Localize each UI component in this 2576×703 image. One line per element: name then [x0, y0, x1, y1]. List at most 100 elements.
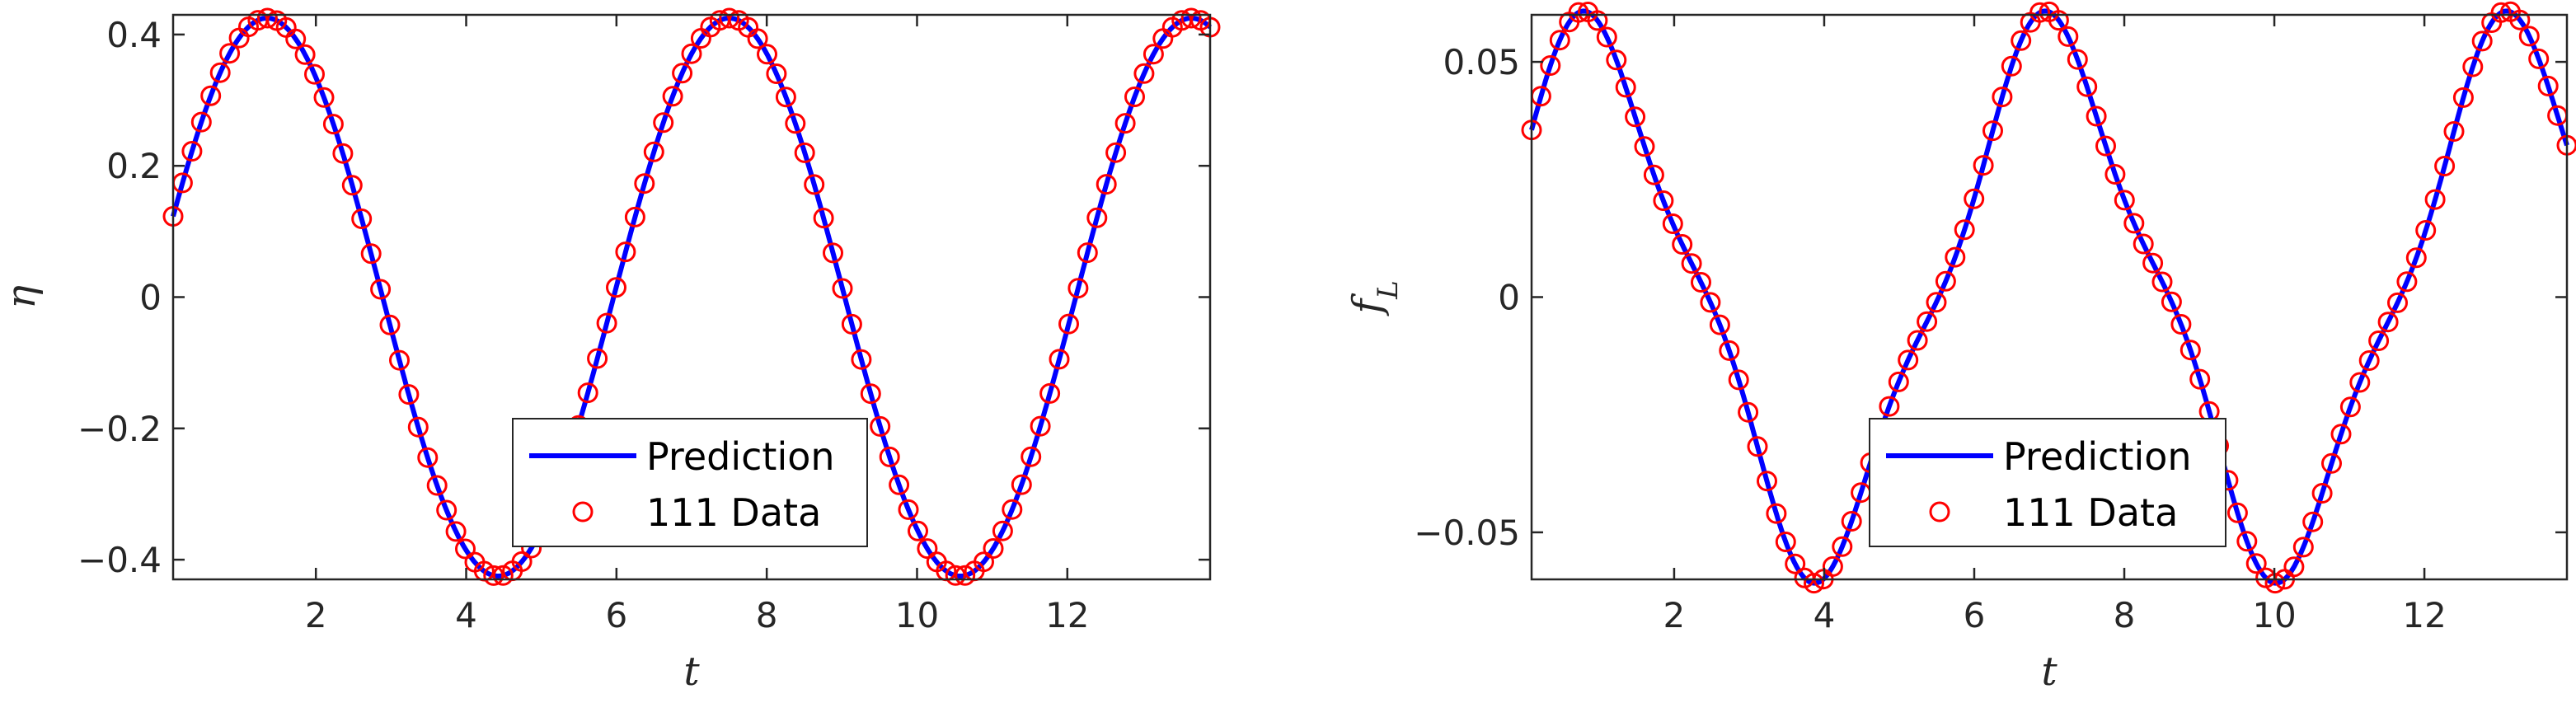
lift-data-point	[2236, 531, 2258, 552]
lift-data-point	[1766, 503, 1787, 524]
lift-data-point	[2377, 312, 2399, 333]
lift-force-chart: 2 4 6 8 10 12 −0.05 0 0.05 t fL Prediction 111 D…	[1344, 1, 2576, 695]
lift-data-point	[1841, 511, 1862, 532]
eta-data-point	[917, 538, 938, 560]
lift-data-point	[2339, 396, 2361, 418]
eta-data-point	[757, 44, 777, 65]
lift-data-point	[1757, 471, 1777, 492]
lift-data-point	[2518, 26, 2540, 47]
lift-data-point	[1832, 536, 1853, 557]
lift-data-point	[2095, 135, 2116, 157]
eta-data-point	[955, 565, 976, 586]
lift-data-point	[2048, 10, 2069, 31]
eta-data-point	[879, 446, 900, 467]
lift-x-tick-label: 2	[1663, 595, 1686, 635]
eta-data-point	[1058, 313, 1079, 335]
lift-data-point	[2058, 26, 2079, 47]
lift-data-point	[2123, 213, 2145, 234]
eta-data-point	[1030, 415, 1051, 437]
lift-data-point	[1549, 30, 1570, 51]
eta-data-point	[313, 87, 335, 108]
lift-data-point	[2302, 511, 2324, 532]
lift-data-point	[2161, 291, 2182, 312]
lift-x-tick-label: 12	[2402, 595, 2446, 635]
lift-data-point	[1709, 314, 1730, 335]
eta-data-point	[1133, 63, 1155, 84]
eta-x-tick-label: 4	[455, 595, 477, 635]
eta-data-point	[851, 349, 872, 370]
eta-data-point	[304, 63, 325, 85]
lift-data-point	[1785, 553, 1806, 574]
eta-data-point	[889, 474, 910, 495]
eta-data-point	[596, 312, 617, 334]
lift-legend: Prediction 111 Data	[1869, 418, 2226, 547]
eta-data-point	[672, 63, 693, 84]
lift-data-point	[2537, 75, 2559, 96]
eta-data-point	[322, 114, 344, 135]
lift-data-point	[1719, 340, 1740, 361]
lift-data-point	[2226, 502, 2248, 523]
lift-data-point	[1681, 253, 1702, 274]
lift-data-point	[2311, 483, 2333, 504]
lift-data-point	[1917, 311, 1938, 332]
eta-data-point	[615, 241, 636, 263]
lift-data-point	[2133, 233, 2154, 255]
lift-data-point	[1728, 369, 1749, 391]
eta-data-point	[813, 208, 834, 229]
eta-data-point	[360, 243, 382, 265]
lift-data-point	[1700, 292, 1721, 313]
eta-data-point	[407, 416, 429, 438]
lift-data-point	[2001, 55, 2022, 77]
lift-data-point	[1954, 219, 1975, 241]
lift-data-point	[2509, 9, 2531, 30]
eta-y-tick-label: 0	[139, 278, 162, 318]
lift-data-point	[1672, 234, 1693, 255]
eta-data-point	[370, 279, 392, 300]
lift-data-point	[1615, 77, 1636, 98]
lift-data-point	[2142, 252, 2164, 274]
eta-y-axis-label: η	[0, 285, 45, 309]
lift-data-point	[1634, 136, 1655, 157]
eta-data-point	[823, 242, 843, 264]
lift-data-point	[2151, 271, 2173, 293]
eta-data-point	[832, 278, 853, 299]
lift-data-point	[2114, 190, 2135, 211]
lift-data-point	[2490, 2, 2512, 23]
lift-legend-data-swatch	[1929, 501, 1950, 523]
eta-data-point	[766, 63, 787, 84]
eta-data-point	[794, 142, 815, 163]
eta-data-point	[1049, 349, 1070, 370]
eta-data-point	[1067, 278, 1089, 299]
lift-data-point	[1879, 396, 1900, 417]
lift-data-point	[2180, 340, 2201, 361]
eta-data-point	[606, 277, 626, 298]
lift-data-point	[1907, 330, 1928, 351]
lift-data-point	[1898, 349, 1919, 371]
eta-data-point	[908, 520, 928, 541]
lift-data-point	[1747, 436, 1768, 457]
lift-data-point	[1888, 371, 1909, 392]
lift-data-point	[2189, 368, 2211, 390]
eta-data-point	[1114, 113, 1136, 134]
lift-legend-prediction-label: Prediction	[2003, 434, 2192, 479]
eta-data-point	[983, 538, 1004, 559]
lift-y-axis-label: fL	[1344, 280, 1405, 316]
lift-data-point	[1625, 106, 1646, 128]
eta-data-point	[398, 384, 420, 405]
eta-data-point	[634, 173, 655, 194]
eta-data-point	[1021, 446, 1042, 467]
eta-x-tick-label: 10	[895, 595, 939, 635]
eta-data-point	[624, 206, 645, 227]
eta-data-point	[860, 383, 881, 405]
lift-data-point	[1587, 10, 1608, 31]
lift-data-point	[1691, 272, 1711, 293]
lift-data-point	[2283, 556, 2305, 578]
lift-data-point	[1775, 532, 1796, 552]
eta-data-point	[181, 141, 203, 162]
lift-x-axis-label: t	[2041, 649, 2058, 695]
lift-data-point	[1596, 26, 1617, 48]
eta-data-point	[492, 565, 514, 586]
eta-legend-data-swatch	[572, 501, 594, 523]
lift-data-point	[2462, 56, 2484, 77]
lift-data-point	[1653, 190, 1674, 211]
